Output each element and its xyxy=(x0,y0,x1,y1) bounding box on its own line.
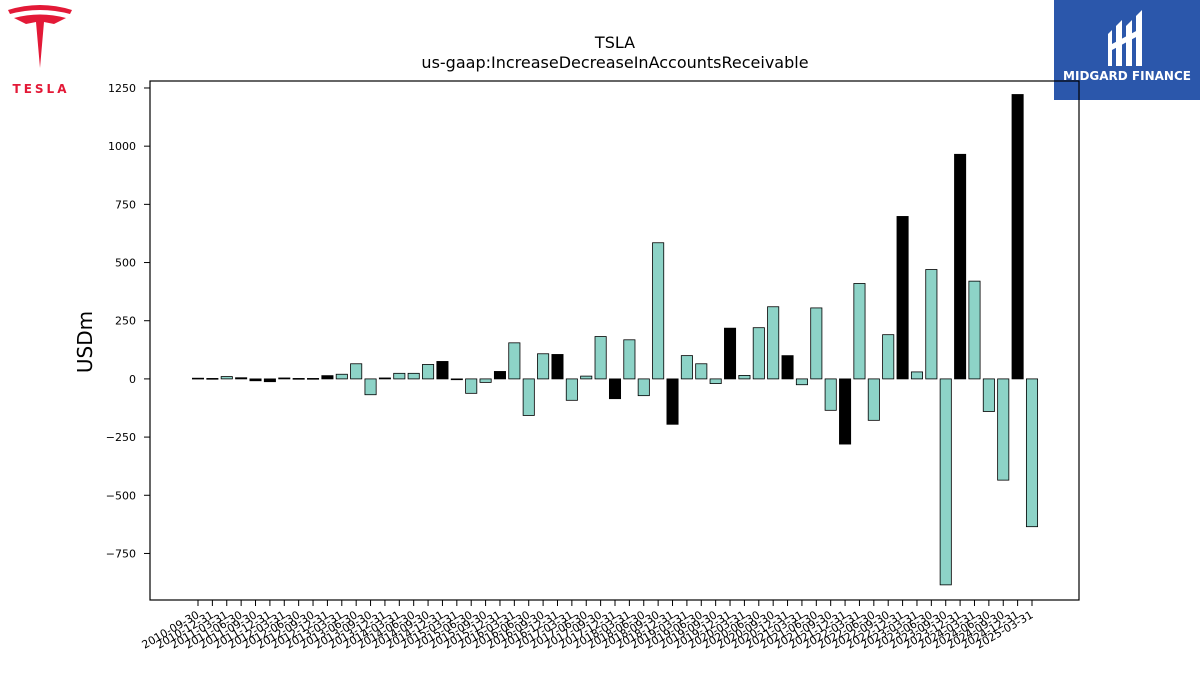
bar-2015-12-31 xyxy=(493,371,506,380)
bar-2024-03-31 xyxy=(968,280,981,380)
midgard-finance-logo: MIDGARD FINANCE xyxy=(1054,0,1200,100)
bar-2015-09-30 xyxy=(479,378,492,383)
bar-2021-06-30 xyxy=(810,307,823,380)
bar-2016-12-31 xyxy=(551,354,564,380)
bar-2015-06-30 xyxy=(465,378,478,394)
midgard-emblem-icon xyxy=(1108,10,1142,66)
bar-2012-12-31 xyxy=(321,375,334,380)
bar-2019-06-30 xyxy=(695,363,708,380)
bar-2018-03-31 xyxy=(623,339,636,380)
bar-2014-06-30 xyxy=(407,372,420,380)
bar-2016-03-31 xyxy=(508,342,521,380)
bar-2017-06-30 xyxy=(580,375,593,380)
bar-2019-03-31 xyxy=(680,355,693,380)
bar-2016-09-30 xyxy=(537,353,550,380)
bar-2023-09-30 xyxy=(939,378,952,586)
bar-2020-03-31 xyxy=(738,375,751,380)
bar-2010-09-30 xyxy=(191,377,205,380)
bar-2020-06-30 xyxy=(752,327,765,380)
bar-2014-12-31 xyxy=(436,361,449,380)
y-tick-label-0: 0 xyxy=(129,373,136,386)
x-axis: 2010-09-302010-12-312011-03-312011-06-30… xyxy=(140,600,1036,652)
bar-2024-12-31 xyxy=(1011,94,1024,380)
midgard-finance-name: MIDGARD FINANCE xyxy=(1063,69,1191,83)
plot-frame xyxy=(149,80,1080,601)
bar-2017-09-30 xyxy=(594,336,607,380)
bar-2020-12-31 xyxy=(781,355,794,380)
bar-2023-03-31 xyxy=(910,371,923,380)
y-axis: −750 −500 −250 0 250 500 750 1000 1250 xyxy=(106,82,150,560)
bar-2023-12-31 xyxy=(954,153,967,380)
bar-2013-06-30 xyxy=(350,363,363,380)
bar-2011-03-31 xyxy=(220,376,233,380)
y-axis-label: USDm xyxy=(73,311,97,373)
bar-2012-03-31 xyxy=(278,377,291,380)
bar-2014-03-31 xyxy=(393,372,406,380)
y-tick-label--500: −500 xyxy=(106,489,136,502)
bars-group xyxy=(191,94,1039,586)
chart-subtitle: us-gaap:IncreaseDecreaseInAccountsReceiv… xyxy=(421,53,808,72)
bar-2022-09-30 xyxy=(882,334,895,380)
bar-2021-03-31 xyxy=(795,378,808,386)
bar-2020-09-30 xyxy=(767,306,780,380)
bar-2019-12-31 xyxy=(724,327,737,380)
bar-2022-12-31 xyxy=(896,216,909,380)
y-tick-label-1250: 1250 xyxy=(108,82,136,95)
y-tick-label-250: 250 xyxy=(115,315,136,328)
y-tick-label-500: 500 xyxy=(115,257,136,270)
chart-title: TSLA xyxy=(594,33,635,52)
bar-2015-03-31 xyxy=(450,378,463,381)
bar-2022-03-31 xyxy=(853,283,866,380)
bar-2024-06-30 xyxy=(982,378,995,412)
bar-2013-09-30 xyxy=(364,378,377,396)
tesla-wordmark: TESLA xyxy=(12,82,70,96)
bar-2012-06-30 xyxy=(292,378,305,380)
bar-2011-09-30 xyxy=(249,378,262,382)
bar-2023-06-30 xyxy=(925,269,938,380)
bar-2011-12-31 xyxy=(263,378,276,383)
bar-2017-03-31 xyxy=(565,378,578,401)
bar-2021-09-30 xyxy=(824,378,837,411)
y-tick-label--750: −750 xyxy=(106,547,136,560)
bar-2013-12-31 xyxy=(378,377,391,380)
bar-2021-12-31 xyxy=(839,378,852,445)
bar-2025-03-31 xyxy=(1025,378,1039,528)
y-tick-label-1000: 1000 xyxy=(108,140,136,153)
bar-2024-09-30 xyxy=(997,378,1010,481)
tesla-logo xyxy=(8,5,72,68)
y-tick-label-750: 750 xyxy=(115,198,136,211)
bar-2014-09-30 xyxy=(422,364,435,380)
y-tick-label--250: −250 xyxy=(106,431,136,444)
bar-2019-09-30 xyxy=(709,378,722,384)
bar-2013-03-31 xyxy=(335,373,348,380)
bar-2010-12-31 xyxy=(206,378,219,380)
bar-2022-06-30 xyxy=(867,378,880,421)
bar-2011-06-30 xyxy=(235,377,248,380)
bar-2016-06-30 xyxy=(522,378,535,416)
bar-2017-12-31 xyxy=(608,378,622,400)
bar-2018-09-30 xyxy=(652,242,665,380)
bar-2012-09-30 xyxy=(307,378,320,380)
bar-2018-12-31 xyxy=(666,378,679,425)
bar-2018-06-30 xyxy=(637,378,650,397)
